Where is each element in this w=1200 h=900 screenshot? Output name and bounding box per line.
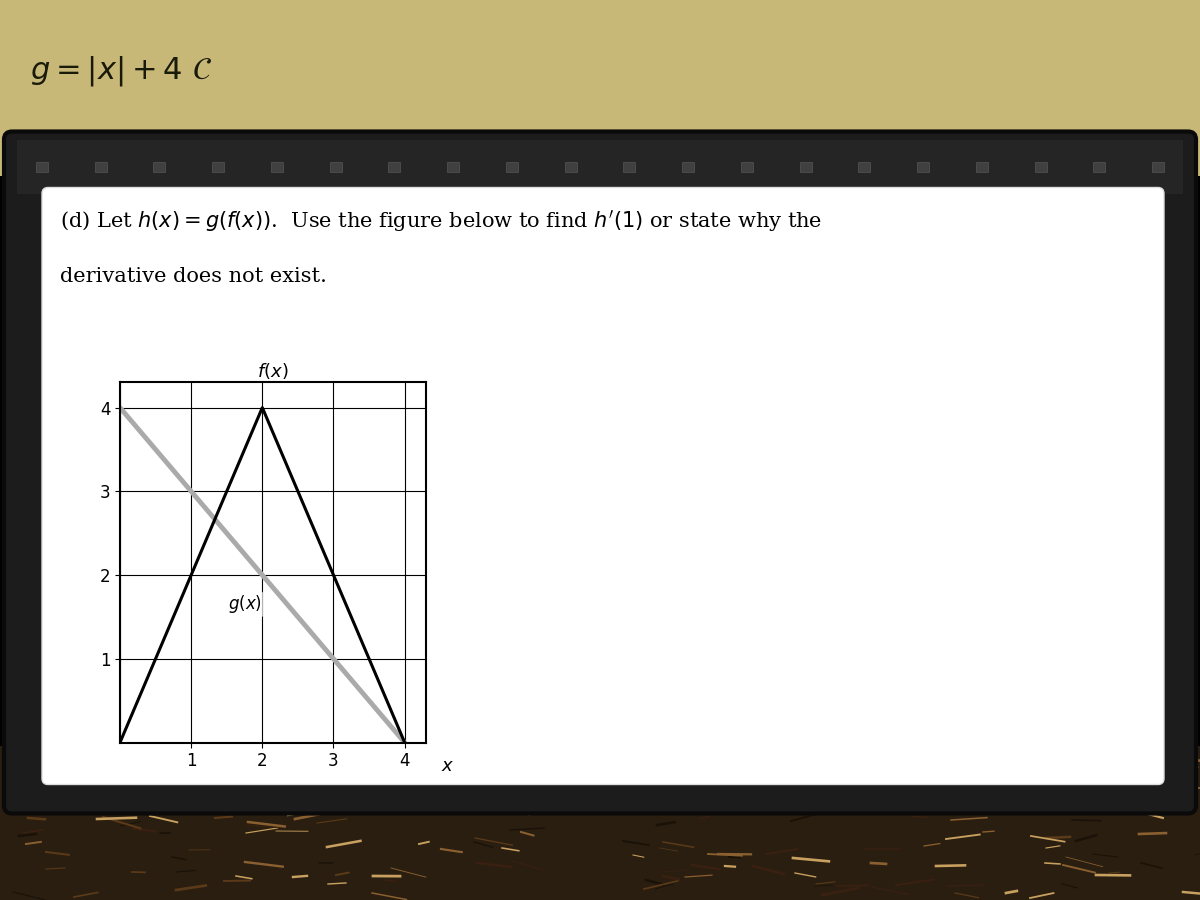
Bar [212,161,224,172]
Text: $g(x)$: $g(x)$ [228,593,262,616]
Bar [1034,161,1046,172]
Title: $f(x)$: $f(x)$ [257,361,289,381]
Bar [565,161,577,172]
Text: (d) Let $h(x) = g(f(x))$.  Use the figure below to find $h'(1)$ or state why the: (d) Let $h(x) = g(f(x))$. Use the figure… [60,209,822,234]
Text: $\mathit{g} = \mathit{|x|+4}\ \mathcal{C}$: $\mathit{g} = \mathit{|x|+4}\ \mathcal{C… [30,55,212,88]
Bar [330,161,342,172]
Bar [1152,161,1164,172]
Bar [740,161,752,172]
Bar [95,161,107,172]
X-axis label: $x$: $x$ [440,757,454,775]
Bar [154,161,166,172]
Bar [17,140,1183,194]
Bar [389,161,401,172]
Bar [917,161,929,172]
Text: derivative does not exist.: derivative does not exist. [60,266,326,286]
Bar [271,161,283,172]
Bar [448,161,460,172]
Bar [858,161,870,172]
Bar [0,745,1200,900]
Bar [623,161,635,172]
Bar [1093,161,1105,172]
Bar [976,161,988,172]
FancyBboxPatch shape [42,187,1164,785]
Bar [682,161,694,172]
Bar [799,161,811,172]
Bar [506,161,518,172]
Bar [0,0,1200,176]
FancyBboxPatch shape [4,131,1196,814]
Bar [36,161,48,172]
